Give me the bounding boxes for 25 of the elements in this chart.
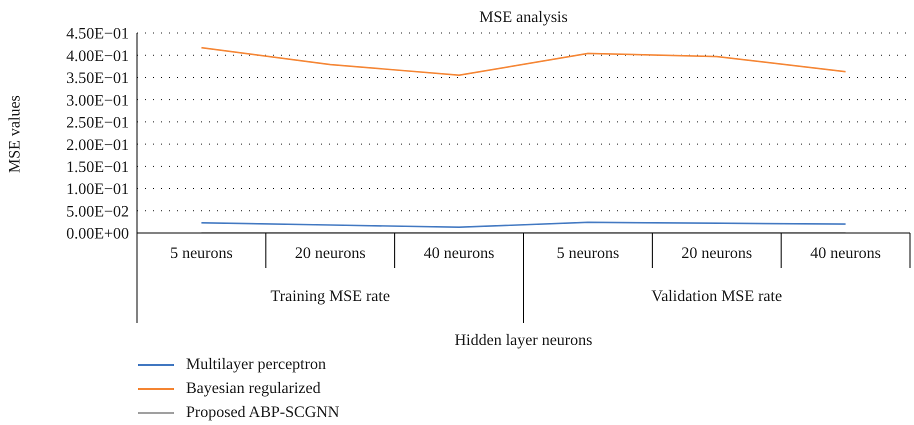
y-tick-label: 4.00E−01 xyxy=(66,48,129,65)
y-tick-label: 4.50E−01 xyxy=(66,26,129,43)
legend-label: Proposed ABP-SCGNN xyxy=(186,404,340,422)
y-tick-label: 5.00E−02 xyxy=(66,203,129,220)
y-tick-label: 2.00E−01 xyxy=(66,136,129,154)
x-axis-title: Hidden layer neurons xyxy=(454,332,592,349)
legend-label: Multilayer perceptron xyxy=(186,356,326,374)
x-tick-label: 20 neurons xyxy=(294,245,366,262)
legend-label: Bayesian regularized xyxy=(186,380,321,398)
x-tick-label: 20 neurons xyxy=(681,245,752,262)
y-tick-label: 2.50E−01 xyxy=(66,114,129,132)
x-tick-label: 40 neurons xyxy=(424,245,494,262)
y-tick-label: 0.00E+00 xyxy=(66,226,129,243)
x-tick-label: 40 neurons xyxy=(810,245,881,262)
chart-title: MSE analysis xyxy=(479,9,568,26)
x-tick-label: 5 neurons xyxy=(556,245,620,262)
line-series xyxy=(200,46,846,76)
y-axis-title: MSE values xyxy=(6,95,24,173)
x-tick-label: 5 neurons xyxy=(170,245,233,262)
text: Validation MSE rate xyxy=(651,288,782,305)
y-tick-label: 3.50E−01 xyxy=(66,70,129,88)
y-tick-label: 1.50E−01 xyxy=(66,159,129,176)
y-tick-label: 1.00E−01 xyxy=(66,181,129,198)
y-tick-label: 3.00E−01 xyxy=(66,92,129,110)
text: Training MSE rate xyxy=(270,288,390,305)
